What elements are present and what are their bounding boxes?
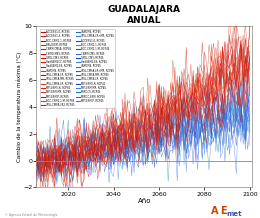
X-axis label: Año: Año [138, 198, 151, 204]
Text: met: met [227, 211, 242, 217]
Y-axis label: Cambio de la temperatura máxima (°C): Cambio de la temperatura máxima (°C) [16, 52, 22, 162]
Text: E: E [220, 206, 226, 216]
Text: A: A [211, 206, 218, 216]
Text: © Agencia Estatal de Meteorología: © Agencia Estatal de Meteorología [5, 213, 57, 217]
Title: GUADALAJARA
ANUAL: GUADALAJARA ANUAL [108, 5, 181, 25]
Legend: ACCESS1-0, RCP85, ACCESS1-3, RCP85, BCC-CSM1-1, RCP85, BNU-ESM, RCP85, CNRM-CM5A: ACCESS1-0, RCP85, ACCESS1-3, RCP85, BCC-… [40, 29, 115, 108]
